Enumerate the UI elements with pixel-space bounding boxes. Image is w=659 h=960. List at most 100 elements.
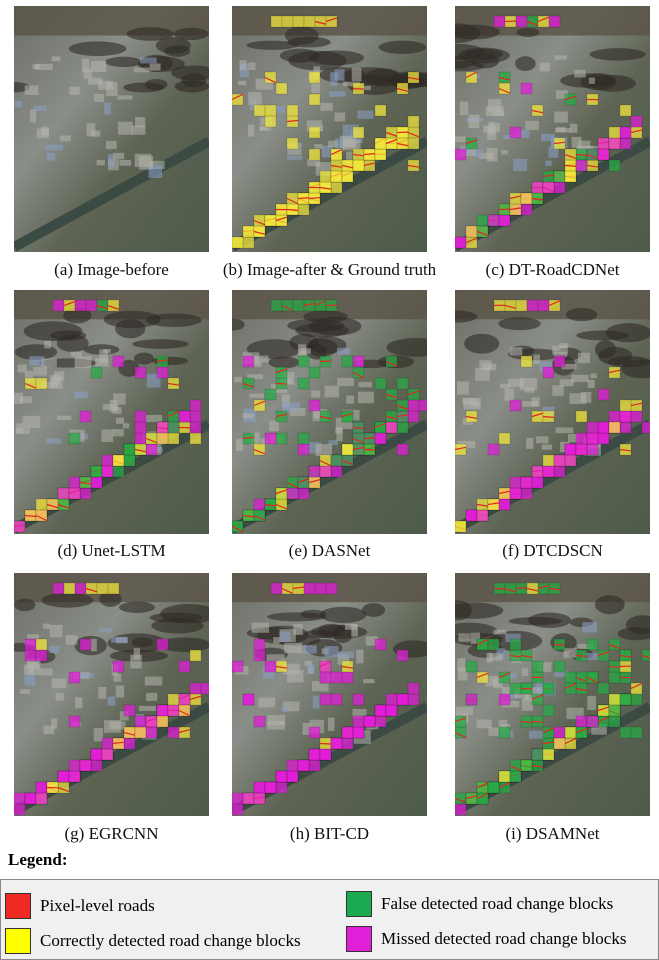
- urban: [234, 377, 242, 382]
- change-block: [477, 510, 488, 521]
- change-block: [14, 793, 25, 804]
- urban: [287, 670, 304, 682]
- change-block: [598, 683, 609, 694]
- legend-swatch: [5, 928, 31, 954]
- change-block: [516, 300, 527, 311]
- change-block: [135, 716, 146, 727]
- urban: [335, 112, 346, 121]
- change-block: [135, 422, 146, 433]
- change-block: [477, 215, 488, 226]
- change-block: [36, 639, 47, 650]
- change-block: [53, 583, 64, 594]
- change-block: [554, 171, 565, 182]
- change-block: [265, 105, 276, 116]
- change-block: [91, 749, 102, 760]
- change-block: [521, 193, 532, 204]
- change-block: [554, 738, 565, 749]
- change-block: [124, 738, 135, 749]
- urban: [113, 429, 124, 436]
- change-block: [499, 215, 510, 226]
- change-block: [510, 683, 521, 694]
- change-block: [543, 466, 554, 477]
- change-block: [315, 583, 326, 594]
- terrain: [595, 595, 625, 614]
- change-block: [620, 727, 631, 738]
- urban: [15, 101, 22, 107]
- change-block: [91, 466, 102, 477]
- change-block: [554, 661, 565, 672]
- change-block: [565, 444, 576, 455]
- satellite-image: [455, 290, 650, 534]
- satellite-image: [232, 6, 427, 252]
- change-block: [386, 694, 397, 705]
- change-block: [342, 356, 353, 367]
- road: [554, 645, 565, 646]
- urban: [240, 60, 247, 70]
- change-block: [620, 138, 631, 149]
- change-block: [243, 226, 254, 237]
- change-block: [102, 455, 113, 466]
- urban: [248, 125, 254, 137]
- urban: [23, 416, 41, 428]
- change-block: [113, 356, 124, 367]
- change-block: [271, 16, 282, 27]
- urban: [533, 354, 539, 364]
- change-block: [510, 127, 521, 138]
- urban: [456, 707, 473, 715]
- change-block: [620, 127, 631, 138]
- urban: [460, 102, 469, 116]
- urban: [261, 356, 269, 363]
- change-block: [179, 694, 190, 705]
- change-block: [342, 672, 353, 683]
- change-block: [91, 367, 102, 378]
- change-block: [232, 793, 243, 804]
- urban: [486, 653, 492, 663]
- urban: [49, 646, 59, 653]
- change-block: [510, 488, 521, 499]
- legend-label: False detected road change blocks: [381, 894, 613, 914]
- urban: [319, 684, 328, 692]
- change-block: [565, 171, 576, 182]
- urban: [69, 87, 79, 95]
- urban: [52, 678, 67, 688]
- change-block: [609, 138, 620, 149]
- urban: [16, 428, 30, 434]
- change-block: [14, 521, 25, 532]
- urban: [113, 674, 121, 682]
- change-block: [36, 782, 47, 793]
- urban: [236, 439, 243, 451]
- change-block: [386, 422, 397, 433]
- change-block: [298, 760, 309, 771]
- change-block: [254, 639, 265, 650]
- change-block: [232, 237, 243, 248]
- urban: [44, 341, 51, 349]
- urban: [94, 728, 103, 741]
- change-block: [69, 672, 80, 683]
- terrain: [515, 56, 536, 71]
- urban: [556, 427, 574, 433]
- change-block: [375, 705, 386, 716]
- change-block: [364, 716, 375, 727]
- terrain: [464, 334, 499, 354]
- urban: [75, 356, 92, 368]
- urban: [249, 63, 256, 71]
- change-block: [499, 727, 510, 738]
- urban: [267, 654, 285, 661]
- urban: [50, 625, 63, 637]
- change-block: [271, 583, 282, 594]
- change-block: [609, 672, 620, 683]
- change-block: [565, 672, 576, 683]
- change-block: [549, 16, 560, 27]
- change-block: [620, 422, 631, 433]
- urban: [150, 64, 161, 71]
- change-block: [265, 661, 276, 672]
- change-block: [179, 661, 190, 672]
- change-block: [265, 782, 276, 793]
- satellite-image: [232, 290, 427, 534]
- legend-title: Legend:: [8, 850, 68, 870]
- urban: [66, 635, 78, 645]
- change-block: [190, 422, 201, 433]
- urban: [468, 115, 479, 128]
- urban: [130, 655, 141, 668]
- urban: [94, 94, 104, 102]
